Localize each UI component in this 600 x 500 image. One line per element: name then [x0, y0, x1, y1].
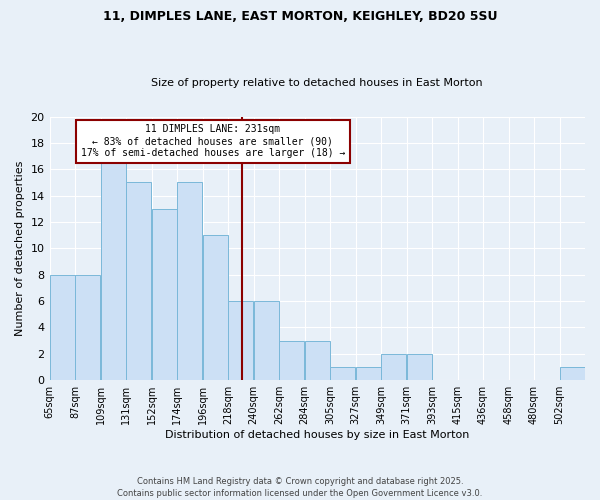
Bar	[50, 274, 75, 380]
Bar	[381, 354, 406, 380]
Bar	[177, 182, 202, 380]
X-axis label: Distribution of detached houses by size in East Morton: Distribution of detached houses by size …	[165, 430, 469, 440]
Title: Size of property relative to detached houses in East Morton: Size of property relative to detached ho…	[151, 78, 483, 88]
Bar	[126, 182, 151, 380]
Text: Contains HM Land Registry data © Crown copyright and database right 2025.
Contai: Contains HM Land Registry data © Crown c…	[118, 476, 482, 498]
Text: 11, DIMPLES LANE, EAST MORTON, KEIGHLEY, BD20 5SU: 11, DIMPLES LANE, EAST MORTON, KEIGHLEY,…	[103, 10, 497, 23]
Bar	[330, 367, 355, 380]
Bar	[152, 209, 177, 380]
Bar	[101, 156, 126, 380]
Bar	[356, 367, 381, 380]
Bar	[560, 367, 585, 380]
Y-axis label: Number of detached properties: Number of detached properties	[15, 160, 25, 336]
Bar	[228, 301, 253, 380]
Bar	[254, 301, 279, 380]
Bar	[407, 354, 432, 380]
Bar	[203, 235, 228, 380]
Bar	[305, 340, 330, 380]
Text: 11 DIMPLES LANE: 231sqm
← 83% of detached houses are smaller (90)
17% of semi-de: 11 DIMPLES LANE: 231sqm ← 83% of detache…	[80, 124, 345, 158]
Bar	[75, 274, 100, 380]
Bar	[279, 340, 304, 380]
